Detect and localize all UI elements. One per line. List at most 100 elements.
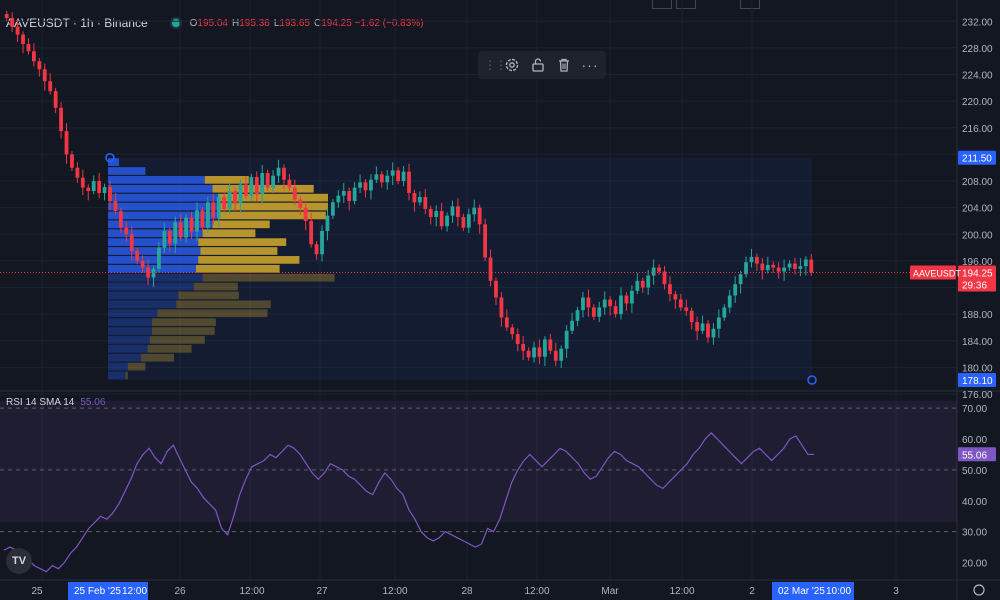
- profile-bar-down: [141, 353, 174, 362]
- candle-body: [292, 187, 297, 200]
- last-price-badge: 194.25: [962, 269, 993, 280]
- candle-body: [678, 299, 683, 308]
- drag-handle-icon[interactable]: ⋮⋮: [484, 58, 507, 72]
- candle-body: [10, 17, 15, 27]
- rsi-title: RSI 14 SMA 14: [6, 397, 75, 408]
- candle-body: [423, 197, 428, 209]
- top-toolbar-button[interactable]: [652, 0, 672, 9]
- profile-bar-up: [108, 193, 218, 202]
- candle-body: [86, 187, 91, 192]
- lock-icon[interactable]: [528, 54, 548, 76]
- candle-body: [178, 222, 183, 238]
- candle-body: [782, 267, 787, 272]
- candle-body: [417, 197, 422, 203]
- candle-body: [722, 307, 727, 318]
- candle-body: [260, 173, 265, 195]
- time-tick-label: 2: [749, 586, 755, 597]
- candle-body: [581, 297, 585, 311]
- candle-body: [733, 284, 738, 296]
- candle-body: [412, 193, 417, 203]
- price-tick-label: 176.00: [962, 390, 993, 401]
- candle-body: [222, 197, 227, 209]
- symbol-tag-bg: [910, 265, 956, 280]
- top-toolbar-button[interactable]: [740, 0, 760, 9]
- candle-body: [184, 217, 189, 238]
- candle-body: [526, 350, 531, 358]
- price-tick-label: 224.00: [962, 71, 993, 82]
- profile-bar-up: [108, 336, 150, 344]
- candle-body: [635, 280, 640, 291]
- candle-body: [591, 307, 596, 317]
- candle-body: [499, 297, 504, 318]
- candle-body: [320, 230, 324, 255]
- profile-bar-up: [108, 264, 196, 273]
- time-tick-label: 26: [174, 586, 186, 597]
- candle-body: [483, 224, 488, 258]
- candle-body: [548, 339, 553, 351]
- candle-body: [798, 266, 803, 269]
- trash-icon[interactable]: [554, 54, 574, 76]
- candle-body: [189, 217, 194, 232]
- rsi-current-value: 55.06: [80, 397, 106, 408]
- candle-body: [151, 268, 156, 278]
- candle-body: [575, 310, 580, 321]
- candle-body: [515, 334, 520, 345]
- time-highlight-right-time: 10:00: [826, 586, 851, 597]
- candle-body: [662, 271, 667, 285]
- candle-body: [434, 210, 439, 217]
- profile-bar-up: [108, 229, 203, 238]
- candle-body: [727, 295, 732, 308]
- candle-body: [59, 107, 63, 132]
- candle-body: [336, 195, 341, 203]
- candle-body: [325, 215, 330, 231]
- candle-body: [91, 181, 96, 192]
- candle-body: [646, 275, 651, 288]
- candle-body: [379, 174, 384, 183]
- time-highlight-left-time: 12:00: [122, 586, 147, 597]
- range-top-badge: 211.50: [962, 154, 992, 165]
- candle-body: [597, 307, 602, 317]
- profile-anchor-bottom: [807, 375, 817, 385]
- candle-body: [287, 179, 292, 188]
- candle-body: [711, 328, 716, 338]
- settings-icon[interactable]: [502, 54, 522, 76]
- more-icon[interactable]: ···: [581, 57, 599, 73]
- rsi-tick-label: 20.00: [962, 558, 987, 569]
- candle-body: [456, 206, 460, 217]
- profile-bar-up: [108, 256, 199, 264]
- candle-body: [238, 184, 243, 204]
- candle-body: [374, 174, 379, 180]
- profile-bar-up: [108, 300, 177, 309]
- time-tick-label: 12:00: [382, 586, 407, 597]
- candle-body: [108, 187, 112, 201]
- candle-body: [488, 257, 493, 281]
- profile-bar-up: [108, 202, 218, 211]
- candles: [4, 10, 814, 369]
- tradingview-logo[interactable]: TV: [6, 548, 32, 574]
- candle-body: [771, 264, 776, 268]
- drawing-toolbar: ⋮⋮ ···: [478, 51, 606, 79]
- profile-bar-down: [202, 273, 335, 282]
- candle-body: [532, 347, 536, 358]
- rsi-legend[interactable]: RSI 14 SMA 14 55.06: [6, 397, 105, 408]
- top-toolbar-button[interactable]: [676, 0, 696, 9]
- price-tick-label: 208.00: [962, 177, 993, 188]
- candle-body: [396, 170, 401, 182]
- candle-body: [803, 259, 808, 267]
- candle-body: [48, 81, 53, 92]
- candle-body: [629, 290, 634, 304]
- price-tick-label: 232.00: [962, 17, 993, 28]
- last-price-badge-bg: [958, 265, 996, 280]
- candle-body: [689, 310, 694, 323]
- symbol-title[interactable]: AAVEUSDT · 1h · Binance: [6, 16, 148, 30]
- time-highlight-left-date: 25 Feb '25: [74, 586, 121, 597]
- time-tick-label: 25: [31, 586, 43, 597]
- range-bottom-badge: 178.10: [962, 376, 993, 387]
- profile-bar-down: [218, 202, 328, 211]
- candle-body: [521, 344, 526, 351]
- candle-body: [254, 177, 259, 195]
- candle-body: [309, 220, 314, 245]
- axis-settings-icon[interactable]: [973, 584, 985, 596]
